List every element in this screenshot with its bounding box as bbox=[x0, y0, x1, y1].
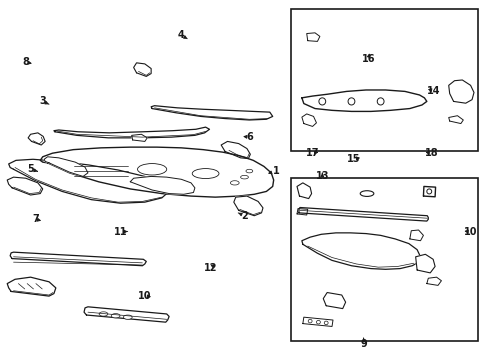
Ellipse shape bbox=[111, 314, 120, 318]
Polygon shape bbox=[28, 133, 45, 145]
Ellipse shape bbox=[360, 191, 373, 197]
Polygon shape bbox=[423, 186, 435, 197]
Polygon shape bbox=[301, 90, 426, 111]
Polygon shape bbox=[84, 307, 169, 322]
Text: 10: 10 bbox=[463, 227, 476, 237]
Text: 4: 4 bbox=[178, 30, 184, 40]
Ellipse shape bbox=[324, 321, 327, 325]
Text: 11: 11 bbox=[114, 227, 127, 237]
Polygon shape bbox=[133, 63, 151, 76]
Text: 9: 9 bbox=[360, 339, 366, 349]
Ellipse shape bbox=[347, 98, 354, 105]
Polygon shape bbox=[302, 317, 332, 327]
Polygon shape bbox=[54, 127, 209, 138]
Bar bbox=[290, 178, 477, 341]
Polygon shape bbox=[7, 177, 42, 195]
Text: 17: 17 bbox=[305, 148, 319, 158]
Text: 1: 1 bbox=[272, 166, 279, 176]
Polygon shape bbox=[10, 252, 146, 266]
Polygon shape bbox=[296, 208, 307, 215]
Polygon shape bbox=[426, 277, 441, 285]
Polygon shape bbox=[44, 157, 88, 176]
Polygon shape bbox=[221, 141, 250, 158]
Text: 7: 7 bbox=[32, 214, 39, 224]
Polygon shape bbox=[40, 147, 273, 197]
Bar bbox=[290, 9, 477, 152]
Ellipse shape bbox=[137, 163, 166, 175]
Text: 5: 5 bbox=[27, 164, 34, 174]
Ellipse shape bbox=[240, 175, 248, 179]
Text: 3: 3 bbox=[39, 96, 46, 107]
Ellipse shape bbox=[318, 98, 325, 105]
Text: 13: 13 bbox=[315, 171, 328, 181]
Ellipse shape bbox=[426, 189, 431, 194]
Ellipse shape bbox=[316, 320, 320, 324]
Text: 6: 6 bbox=[245, 132, 252, 142]
Text: 8: 8 bbox=[22, 57, 29, 67]
Text: 10: 10 bbox=[138, 291, 151, 301]
Polygon shape bbox=[9, 159, 169, 203]
Polygon shape bbox=[415, 254, 434, 273]
Ellipse shape bbox=[376, 98, 383, 105]
Polygon shape bbox=[448, 116, 462, 123]
Polygon shape bbox=[301, 114, 316, 126]
Polygon shape bbox=[233, 196, 263, 216]
Ellipse shape bbox=[192, 168, 219, 179]
Text: 15: 15 bbox=[346, 154, 360, 163]
Ellipse shape bbox=[123, 315, 132, 319]
Polygon shape bbox=[298, 207, 427, 221]
Ellipse shape bbox=[307, 319, 311, 323]
Text: 14: 14 bbox=[427, 86, 440, 96]
Polygon shape bbox=[7, 277, 56, 296]
Polygon shape bbox=[131, 134, 147, 141]
Polygon shape bbox=[306, 33, 319, 41]
Polygon shape bbox=[296, 183, 311, 199]
Polygon shape bbox=[323, 293, 345, 309]
Polygon shape bbox=[409, 230, 423, 241]
Text: 12: 12 bbox=[203, 262, 217, 273]
Ellipse shape bbox=[245, 169, 252, 173]
Polygon shape bbox=[448, 80, 473, 103]
Ellipse shape bbox=[99, 312, 108, 316]
Text: 16: 16 bbox=[361, 54, 374, 64]
Text: 2: 2 bbox=[241, 211, 247, 221]
Polygon shape bbox=[130, 176, 195, 194]
Text: 18: 18 bbox=[424, 148, 438, 158]
Ellipse shape bbox=[230, 181, 239, 185]
Polygon shape bbox=[301, 233, 420, 269]
Polygon shape bbox=[151, 106, 272, 120]
